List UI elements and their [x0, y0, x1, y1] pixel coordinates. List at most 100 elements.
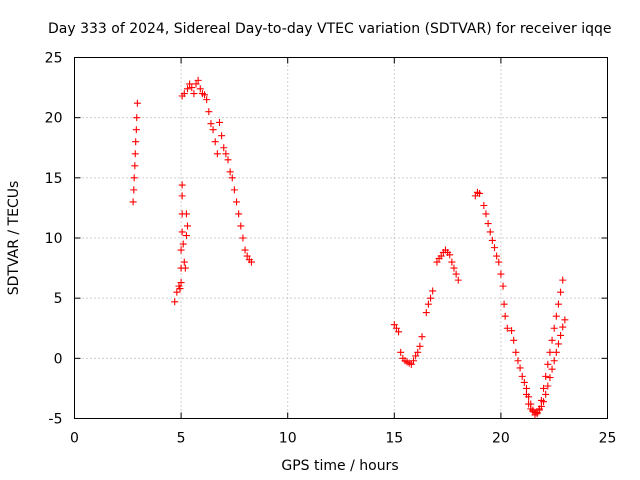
- data-point: [183, 85, 191, 93]
- data-point: [222, 150, 230, 158]
- data-point: [130, 174, 138, 182]
- data-point: [392, 324, 400, 332]
- data-point: [559, 276, 567, 284]
- data-point: [557, 288, 565, 296]
- data-point: [178, 181, 186, 189]
- data-point: [414, 348, 422, 356]
- data-point: [218, 132, 226, 140]
- data-point: [239, 234, 247, 242]
- data-point: [508, 327, 516, 335]
- data-point: [486, 228, 494, 236]
- data-point: [544, 360, 552, 368]
- data-point: [190, 90, 198, 98]
- data-point: [235, 210, 243, 218]
- data-point: [548, 336, 556, 344]
- x-tick-label: 10: [279, 431, 297, 447]
- data-point: [390, 321, 398, 329]
- data-point: [422, 309, 430, 317]
- data-point: [550, 324, 558, 332]
- data-point: [233, 198, 241, 206]
- data-point: [501, 312, 509, 320]
- data-point: [186, 80, 194, 88]
- y-tick-label: 10: [45, 231, 63, 247]
- data-point: [542, 390, 550, 398]
- data-point: [514, 357, 522, 365]
- data-point: [207, 120, 215, 128]
- data-point: [537, 402, 545, 410]
- data-point: [433, 258, 441, 266]
- x-tick-label: 5: [177, 431, 186, 447]
- data-point: [493, 252, 501, 260]
- data-point: [427, 294, 435, 302]
- data-point: [548, 365, 556, 373]
- data-point: [488, 236, 496, 244]
- data-point: [171, 298, 179, 306]
- y-axis-label: SDTVAR / TECUs: [6, 181, 22, 296]
- data-point: [180, 258, 188, 266]
- data-point: [542, 372, 550, 380]
- data-point: [237, 222, 245, 230]
- data-point: [241, 246, 249, 254]
- data-point: [130, 186, 138, 194]
- data-point: [424, 300, 432, 308]
- y-tick-label: 5: [54, 291, 63, 307]
- data-point: [503, 324, 511, 332]
- data-points: [129, 76, 569, 419]
- data-point: [228, 174, 236, 182]
- data-point: [546, 374, 554, 382]
- data-point: [516, 364, 524, 372]
- data-point: [557, 331, 565, 339]
- plot-frame: [74, 57, 608, 419]
- data-point: [188, 84, 196, 92]
- x-tick-label: 15: [385, 431, 403, 447]
- data-point: [194, 76, 202, 84]
- data-point: [179, 240, 187, 248]
- data-point: [192, 80, 200, 88]
- series-seg1: [129, 99, 141, 206]
- data-point: [177, 246, 185, 254]
- data-point: [522, 390, 530, 398]
- data-point: [180, 90, 188, 98]
- data-point: [131, 150, 139, 158]
- series-seg2: [171, 181, 191, 306]
- data-point: [471, 192, 479, 200]
- data-point: [454, 276, 462, 284]
- data-point: [512, 348, 520, 356]
- data-point: [544, 382, 552, 390]
- data-point: [500, 300, 508, 308]
- y-tick-label: 15: [45, 171, 63, 187]
- axis-tick-labels: 0 5 10 15 20 25 -5 0 5 10 15 20 25: [45, 51, 617, 447]
- data-point: [395, 328, 403, 336]
- data-point: [499, 282, 507, 290]
- grid-lines: [74, 57, 608, 419]
- data-point: [178, 192, 186, 200]
- data-point: [522, 384, 530, 392]
- data-point: [452, 270, 460, 278]
- data-point: [437, 252, 445, 260]
- data-point: [554, 340, 562, 348]
- series-seg6: [471, 188, 567, 419]
- data-point: [177, 279, 185, 287]
- data-point: [178, 228, 186, 236]
- data-point: [480, 202, 488, 210]
- data-point: [129, 198, 137, 206]
- data-point: [409, 357, 417, 365]
- data-point: [132, 138, 140, 146]
- data-point: [196, 85, 204, 93]
- y-tick-label: 20: [45, 111, 63, 127]
- data-point: [230, 186, 238, 194]
- data-point: [173, 288, 181, 296]
- data-point: [220, 144, 228, 152]
- data-point: [182, 232, 190, 240]
- data-point: [540, 384, 548, 392]
- data-point: [131, 162, 139, 170]
- x-tick-label: 0: [70, 431, 79, 447]
- series-seg7: [522, 316, 569, 418]
- data-point: [429, 287, 437, 295]
- data-point: [243, 252, 251, 260]
- x-tick-label: 20: [492, 431, 510, 447]
- data-point: [182, 210, 190, 218]
- data-point: [247, 258, 255, 266]
- data-point: [520, 378, 528, 386]
- data-point: [510, 336, 518, 344]
